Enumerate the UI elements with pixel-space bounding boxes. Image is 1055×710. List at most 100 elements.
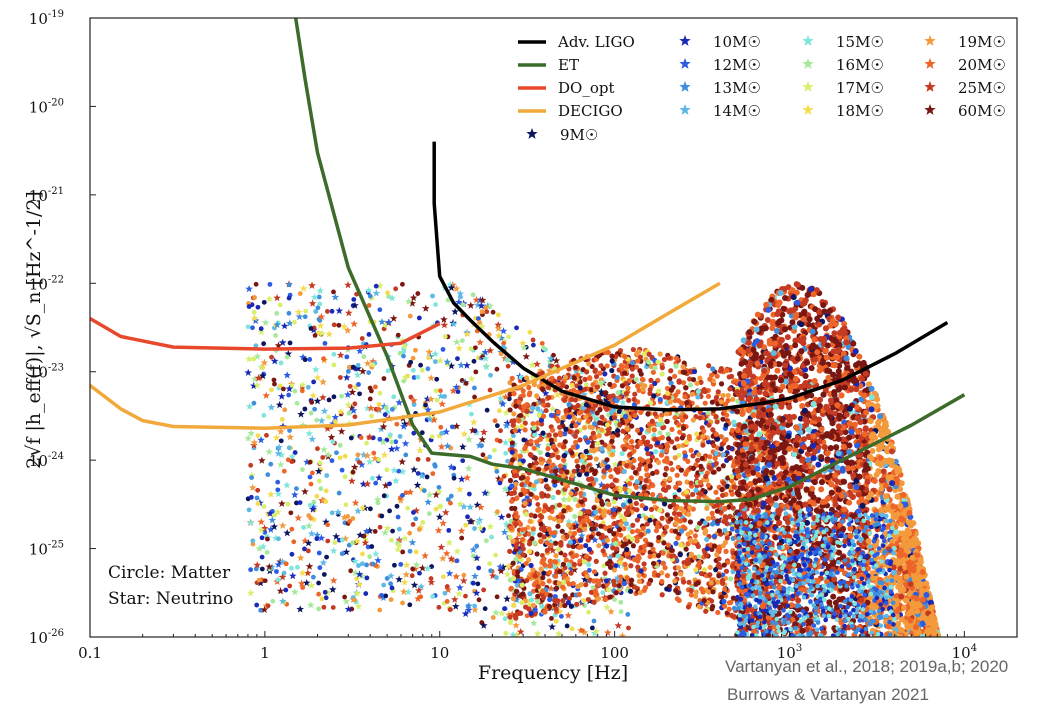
matter-dot — [541, 508, 547, 514]
matter-dot — [383, 593, 389, 599]
neutrino-star — [452, 383, 461, 391]
matter-dot — [347, 383, 353, 389]
neutrino-star — [499, 327, 508, 335]
matter-dot — [635, 358, 641, 364]
neutrino-star — [627, 454, 635, 462]
matter-dot — [632, 469, 639, 476]
neutrino-star — [595, 461, 603, 469]
matter-dot — [604, 483, 611, 489]
neutrino-star — [558, 417, 566, 426]
matter-dot — [602, 390, 609, 396]
matter-dot — [618, 363, 625, 369]
matter-dot — [574, 452, 580, 457]
neutrino-star — [625, 457, 633, 465]
matter-dot — [498, 428, 503, 434]
matter-dot — [532, 455, 538, 461]
matter-dot — [700, 442, 706, 448]
matter-dot — [333, 419, 338, 425]
matter-dot — [710, 366, 716, 372]
neutrino-star — [353, 589, 362, 597]
neutrino-star — [301, 536, 309, 545]
matter-dot — [350, 364, 356, 370]
matter-dot — [532, 432, 538, 438]
matter-dot — [628, 581, 634, 588]
matter-dot — [542, 609, 548, 615]
neutrino-star — [435, 487, 443, 495]
matter-dot — [686, 560, 692, 566]
matter-dot — [355, 362, 361, 368]
matter-dot — [476, 597, 482, 603]
matter-dot — [659, 365, 665, 371]
matter-dot — [587, 455, 593, 461]
matter-dot — [728, 576, 734, 582]
matter-dot — [330, 605, 336, 610]
neutrino-star — [580, 628, 589, 636]
matter-dot — [619, 383, 626, 389]
neutrino-star — [455, 589, 463, 597]
matter-dot — [690, 491, 696, 498]
matter-dot — [387, 432, 393, 438]
matter-dot — [570, 543, 576, 550]
neutrino-star — [451, 307, 459, 315]
matter-dot — [301, 524, 306, 530]
matter-dot — [643, 441, 649, 448]
matter-dot — [688, 551, 695, 557]
matter-dot — [511, 418, 517, 424]
neutrino-star — [546, 357, 554, 366]
neutrino-star — [471, 605, 479, 613]
matter-dot — [591, 569, 598, 575]
matter-dot — [606, 430, 612, 436]
neutrino-star — [622, 498, 631, 506]
neutrino-star — [335, 306, 344, 315]
matter-dot — [415, 374, 421, 380]
matter-dot — [389, 406, 395, 412]
matter-dot — [472, 526, 477, 531]
matter-dot — [664, 418, 670, 425]
matter-dot — [646, 359, 652, 365]
matter-dot — [472, 394, 477, 400]
matter-dot — [520, 474, 526, 481]
neutrino-star — [469, 545, 478, 554]
matter-dot — [661, 540, 667, 546]
matter-dot — [372, 384, 378, 390]
matter-dot — [687, 382, 693, 388]
matter-dot — [683, 489, 690, 495]
matter-dot — [586, 546, 592, 552]
neutrino-star — [503, 594, 511, 603]
matter-dot — [711, 533, 718, 539]
matter-dot — [614, 374, 620, 381]
matter-dot — [627, 498, 633, 504]
neutrino-star — [486, 302, 494, 310]
matter-dot — [623, 363, 630, 369]
neutrino-star — [450, 595, 459, 603]
neutrino-star — [603, 603, 611, 611]
matter-dot — [682, 369, 688, 376]
neutrino-star — [625, 524, 634, 532]
matter-dot — [294, 400, 300, 406]
neutrino-star — [514, 426, 523, 434]
neutrino-star — [379, 422, 388, 431]
neutrino-star — [278, 499, 286, 507]
matter-dot — [584, 573, 590, 580]
matter-dot — [555, 418, 561, 424]
matter-dot — [287, 428, 292, 433]
matter-dot — [672, 415, 678, 421]
matter-dot — [584, 369, 590, 375]
matter-dot — [430, 594, 436, 599]
matter-dot — [540, 386, 546, 393]
neutrino-star — [502, 421, 511, 429]
matter-dot — [530, 337, 536, 343]
neutrino-star — [412, 506, 421, 514]
matter-dot — [657, 430, 663, 436]
matter-dot — [569, 473, 576, 479]
matter-dot — [544, 547, 550, 554]
matter-dot — [545, 451, 551, 458]
neutrino-star — [449, 281, 457, 289]
neutrino-star — [317, 534, 326, 542]
matter-dot — [668, 553, 675, 559]
matter-dot — [428, 576, 434, 581]
matter-dot — [417, 570, 422, 576]
matter-dot — [679, 435, 685, 441]
matter-dot — [265, 472, 271, 478]
matter-dot — [506, 396, 512, 402]
